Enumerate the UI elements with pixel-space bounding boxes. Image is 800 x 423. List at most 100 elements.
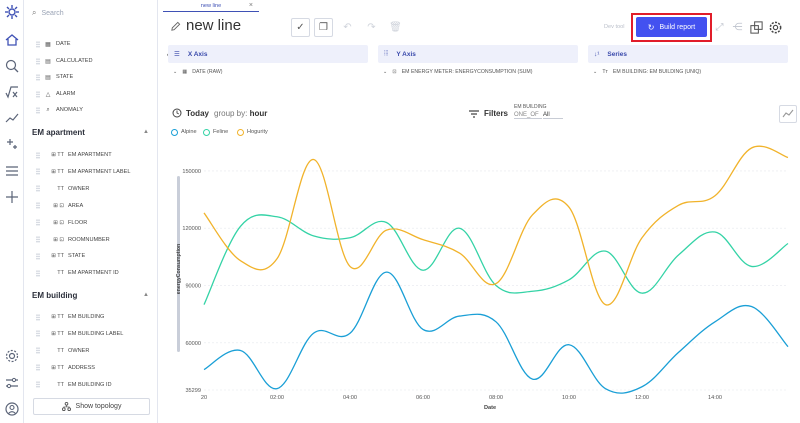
topology-icon: [61, 402, 71, 411]
y-tick-label: 120000: [182, 226, 201, 232]
series-line-hogurity[interactable]: [203, 145, 789, 306]
chevron-up-icon[interactable]: ▲: [143, 129, 149, 135]
add-icon[interactable]: [4, 189, 20, 205]
share-icon[interactable]: ⋲: [732, 22, 743, 33]
build-report-button[interactable]: ↻ Build report: [636, 17, 707, 37]
undo-button[interactable]: ↶: [338, 18, 357, 37]
legend-item-alpine[interactable]: Alpine: [171, 128, 197, 136]
field-type-icon: ⊞ ⊡: [53, 202, 64, 209]
drag-handle-icon[interactable]: [36, 57, 40, 65]
field-item[interactable]: ⊞ Tт EM APARTMENT LABEL: [36, 166, 130, 178]
series-line-feline[interactable]: [203, 214, 789, 305]
field-group-header[interactable]: EM building: [32, 291, 78, 300]
delete-button[interactable]: 🗑: [386, 18, 405, 37]
duplicate-button[interactable]: ❐: [314, 18, 333, 37]
drag-handle-icon[interactable]: [36, 364, 40, 372]
drag-handle-icon[interactable]: [36, 90, 40, 98]
drag-handle-icon[interactable]: [36, 73, 40, 81]
field-type-icon: Tт: [57, 347, 64, 354]
drag-handle-icon[interactable]: [36, 168, 40, 176]
tab-new-line[interactable]: new line ×: [163, 0, 259, 12]
sidebar-scrollbar[interactable]: [177, 176, 180, 352]
drag-handle-icon[interactable]: [36, 151, 40, 159]
chevron-up-icon[interactable]: ▲: [143, 292, 149, 298]
field-type-icon: ⌕: [46, 106, 50, 113]
show-topology-button[interactable]: Show topology: [33, 398, 150, 415]
field-item[interactable]: ⊞ Tт EM BUILDING LABEL: [36, 328, 123, 340]
close-tab-icon[interactable]: ×: [248, 2, 253, 9]
field-item[interactable]: ⊞ Tт ADDRESS: [36, 362, 95, 374]
drag-handle-icon[interactable]: [36, 347, 40, 355]
drag-handle-icon[interactable]: [36, 269, 40, 277]
report-title[interactable]: new line: [186, 17, 242, 34]
filters-label[interactable]: Filters: [484, 109, 509, 118]
settings-icon[interactable]: [4, 348, 20, 364]
drag-handle-icon[interactable]: [36, 219, 40, 227]
field-item[interactable]: ▦ DATE: [36, 38, 71, 50]
field-item[interactable]: ▤ STATE: [36, 71, 73, 83]
trend-icon[interactable]: [4, 110, 20, 126]
field-item[interactable]: ⊞ Tт EM APARTMENT: [36, 149, 112, 161]
legend-item-hogurity[interactable]: Hogurity: [237, 128, 268, 136]
edit-title-icon[interactable]: [170, 21, 181, 32]
sliders-icon[interactable]: [4, 375, 20, 391]
field-item[interactable]: ⊞ ⊡ ROOMNUMBER: [36, 234, 110, 246]
export-icon[interactable]: [749, 20, 764, 35]
field-item[interactable]: △ ALARM: [36, 88, 75, 100]
field-item[interactable]: Tт OWNER: [36, 183, 89, 195]
drag-handle-icon[interactable]: [36, 252, 40, 260]
search-bar[interactable]: ⌕ Search: [32, 6, 64, 20]
x-axis-field[interactable]: ⌄ ▦ DATE (RAW): [173, 67, 223, 77]
field-item[interactable]: ⊞ ⊡ FLOOR: [36, 217, 87, 229]
drag-handle-icon[interactable]: [36, 40, 40, 48]
y-axis-title: Y Axis: [396, 50, 416, 58]
field-item[interactable]: ⊞ Tт EM BUILDING: [36, 311, 104, 323]
line-chart[interactable]: 35299 60000 90000 120000 150000 20 02:00 04:00 0…: [160, 140, 800, 415]
field-item[interactable]: Tт EM BUILDING ID: [36, 379, 112, 391]
home-icon[interactable]: [4, 32, 20, 48]
sparkle-icon[interactable]: [4, 136, 20, 152]
search-input[interactable]: Search: [41, 9, 64, 17]
legend-item-feline[interactable]: Feline: [203, 128, 228, 136]
y-axis-field[interactable]: ⌄ ⊡ EM ENERGY METER: ENERGYCONSUMPTION (…: [383, 67, 532, 77]
y-axis-panel[interactable]: ⦙⦙⦙ Y Axis: [378, 45, 578, 63]
drag-handle-icon[interactable]: [36, 202, 40, 210]
field-item[interactable]: ⌕ ANOMALY: [36, 104, 83, 116]
group-by-label: group by:: [214, 109, 248, 118]
field-label: FLOOR: [68, 219, 88, 226]
field-item[interactable]: Tт EM APARTMENT ID: [36, 267, 119, 279]
gear-icon[interactable]: [768, 20, 783, 35]
explore-icon[interactable]: [4, 58, 20, 74]
user-icon[interactable]: [4, 401, 20, 417]
menu-icon[interactable]: [4, 163, 20, 179]
filter-operator[interactable]: ONE_OF: [514, 112, 542, 119]
field-group-header[interactable]: EM apartment: [32, 128, 85, 137]
drag-handle-icon[interactable]: [36, 330, 40, 338]
chart-type-button[interactable]: [779, 105, 797, 123]
group-by[interactable]: group by: hour: [214, 109, 267, 118]
x-axis-panel[interactable]: ☰ X Axis: [168, 45, 368, 63]
drag-handle-icon[interactable]: [36, 381, 40, 389]
series-panel[interactable]: ↓¹ Series: [588, 45, 788, 63]
drag-handle-icon[interactable]: [36, 185, 40, 193]
drag-handle-icon[interactable]: [36, 313, 40, 321]
redo-button[interactable]: ↷: [362, 18, 381, 37]
x-tick-label: 10:00: [562, 395, 576, 401]
undo-icon: ↶: [343, 22, 352, 33]
series-line-alpine[interactable]: [203, 271, 789, 394]
filter-icon[interactable]: [468, 109, 480, 119]
fullscreen-icon[interactable]: ⤢: [715, 22, 724, 33]
drag-handle-icon[interactable]: [36, 236, 40, 243]
formula-icon[interactable]: [4, 84, 20, 100]
field-item[interactable]: ⊞ Tт STATE: [36, 250, 85, 262]
time-range[interactable]: Today: [186, 109, 209, 118]
field-item[interactable]: Tт OWNER: [36, 345, 89, 357]
drag-handle-icon[interactable]: [36, 106, 40, 114]
dev-tool-link[interactable]: Dev tool: [604, 24, 625, 30]
field-item[interactable]: ⊞ ⊡ AREA: [36, 200, 83, 212]
confirm-button[interactable]: ✓: [291, 18, 310, 37]
group-by-value: hour: [249, 109, 268, 118]
filter-value[interactable]: All: [543, 112, 563, 119]
series-field[interactable]: ⌄ Tт EM BUILDING: EM BUILDING (UNIQ): [593, 67, 701, 77]
field-item[interactable]: ▤ CALCULATED: [36, 55, 93, 67]
